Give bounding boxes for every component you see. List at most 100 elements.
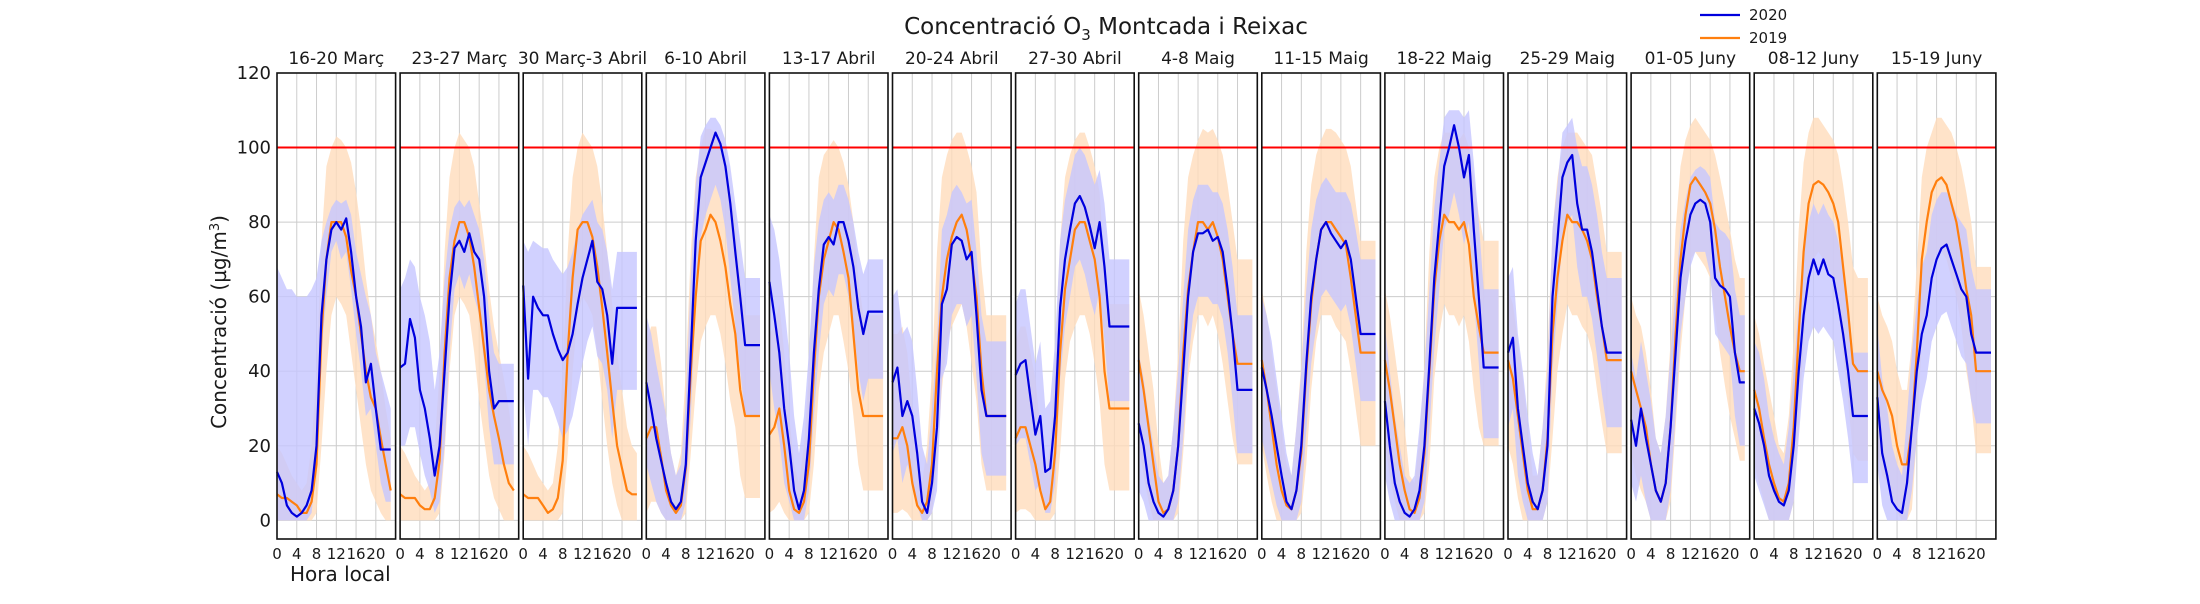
band-2019 <box>523 132 637 521</box>
x-tick-label-0: 0 <box>642 545 652 563</box>
chart-title-post: Montcada i Reixac <box>1091 14 1308 40</box>
x-tick-label-4: 16 <box>839 545 858 563</box>
line-2020 <box>1753 258 1868 507</box>
band-2020 <box>1631 166 1745 521</box>
x-tick-label-0: 0 <box>765 545 775 563</box>
x-tick-label-3: 12 <box>696 545 715 563</box>
panel-4: 13-17 Abril 0 4 8 12 16 20 <box>765 49 889 563</box>
band-2020 <box>1384 110 1499 521</box>
line-2019 <box>276 221 392 515</box>
panel-7: 4-8 Maig 0 4 8 12 16 20 <box>1134 49 1259 563</box>
panel-frame <box>1261 72 1382 540</box>
x-tick-label-2: 8 <box>312 545 322 563</box>
line-2019 <box>768 221 884 515</box>
x-tick-label-0: 0 <box>395 545 405 563</box>
x-tick-label-4: 16 <box>347 545 366 563</box>
line-2020 <box>1137 228 1253 518</box>
x-tick-label-2: 8 <box>1173 545 1183 563</box>
x-tick-label-4: 16 <box>470 545 489 563</box>
panel-title: 6-10 Abril <box>664 49 747 69</box>
x-tick-label-5: 20 <box>1967 545 1986 563</box>
x-tick-label-3: 12 <box>942 545 961 563</box>
x-tick-label-4: 16 <box>1085 545 1104 563</box>
x-tick-label-1: 4 <box>415 545 425 563</box>
x-tick-label-4: 16 <box>1947 545 1966 563</box>
x-tick-label-4: 16 <box>1208 545 1227 563</box>
y-axis: 0 20 40 60 80 100 120 <box>237 63 271 531</box>
panel-title: 18-22 Maig <box>1396 49 1491 69</box>
x-tick-label-5: 20 <box>1597 545 1616 563</box>
x-tick-label-0: 0 <box>272 545 282 563</box>
chart-title-sub: 3 <box>1081 26 1091 44</box>
panel-frame <box>1014 72 1135 540</box>
panel-frame <box>1753 72 1874 540</box>
band-2019 <box>769 140 884 521</box>
x-tick-label-3: 12 <box>1681 545 1700 563</box>
panel-title: 27-30 Abril <box>1028 49 1122 69</box>
x-tick-label-3: 12 <box>327 545 346 563</box>
panel-title: 30 Març-3 Abril <box>518 49 647 69</box>
x-tick-label-1: 4 <box>292 545 302 563</box>
y-axis-label: Concentració (µg/m3) <box>207 215 231 429</box>
line-2019 <box>1014 221 1130 511</box>
line-2020 <box>399 232 514 477</box>
band-2020 <box>277 199 391 521</box>
line-2019 <box>1753 180 1868 503</box>
line-2019 <box>1876 176 1991 466</box>
band-2020 <box>892 184 1007 521</box>
panel-frame <box>1876 72 1997 540</box>
panel-title: 01-05 Juny <box>1645 49 1736 69</box>
x-tick-label-5: 20 <box>1720 545 1739 563</box>
line-2020 <box>275 217 391 518</box>
panel-3: 6-10 Abril 0 4 8 12 16 20 <box>642 49 766 563</box>
panel-12: 08-12 Juny 0 4 8 12 16 20 <box>1749 49 1874 563</box>
x-tick-label-1: 4 <box>784 545 794 563</box>
x-tick-label-5: 20 <box>1351 545 1370 563</box>
band-2020 <box>1754 203 1868 521</box>
line-2020 <box>522 239 637 380</box>
chart-title-pre: Concentració O <box>904 14 1081 40</box>
x-tick-label-0: 0 <box>1257 545 1267 563</box>
line-2020 <box>891 235 1007 515</box>
x-tick-label-1: 4 <box>1646 545 1656 563</box>
panel-title: 4-8 Maig <box>1161 49 1235 69</box>
line-2020 <box>1383 124 1499 518</box>
x-tick-label-1: 4 <box>1892 545 1902 563</box>
panel-13: 15-19 Juny 0 4 8 12 16 20 <box>1873 49 1997 563</box>
panel-10: 25-29 Maig 0 4 8 12 16 20 <box>1503 49 1628 563</box>
line-2019 <box>645 213 760 515</box>
x-tick-label-3: 12 <box>1927 545 1946 563</box>
line-2020 <box>1630 198 1745 503</box>
x-tick-label-4: 16 <box>716 545 735 563</box>
x-tick-label-1: 4 <box>661 545 671 563</box>
x-tick-label-3: 12 <box>1312 545 1331 563</box>
panel-0: 16-20 Març 0 4 8 12 16 20 <box>272 49 397 563</box>
band-2019 <box>1631 117 1745 521</box>
x-tick-label-5: 20 <box>1105 545 1124 563</box>
y-axis-label-post: ) <box>207 215 231 223</box>
line-2020 <box>645 131 760 511</box>
band-2019 <box>1754 117 1868 521</box>
panel-frame <box>1137 72 1259 540</box>
x-tick-label-4: 16 <box>1824 545 1843 563</box>
panel-frame <box>1507 72 1628 540</box>
x-tick-label-0: 0 <box>1873 545 1883 563</box>
panel-title: 08-12 Juny <box>1768 49 1859 69</box>
x-tick-label-0: 0 <box>1011 545 1021 563</box>
panel-5: 20-24 Abril 0 4 8 12 16 20 <box>888 49 1012 563</box>
x-tick-label-0: 0 <box>1749 545 1759 563</box>
x-tick-label-3: 12 <box>1435 545 1454 563</box>
band-2020 <box>1508 117 1622 521</box>
panel-title: 11-15 Maig <box>1273 49 1368 69</box>
panel-title: 25-29 Maig <box>1520 49 1615 69</box>
panel-frame <box>768 72 889 540</box>
x-tick-label-3: 12 <box>1065 545 1084 563</box>
line-2020 <box>1014 194 1130 473</box>
y-axis-label-pre: Concentració (µg/m <box>207 231 231 429</box>
line-2019 <box>1383 213 1499 515</box>
panel-8: 11-15 Maig 0 4 8 12 16 20 <box>1257 49 1382 563</box>
panel-title: 23-27 Març <box>411 49 507 69</box>
x-tick-label-0: 0 <box>1626 545 1636 563</box>
y-tick-label-0: 0 <box>260 510 271 531</box>
